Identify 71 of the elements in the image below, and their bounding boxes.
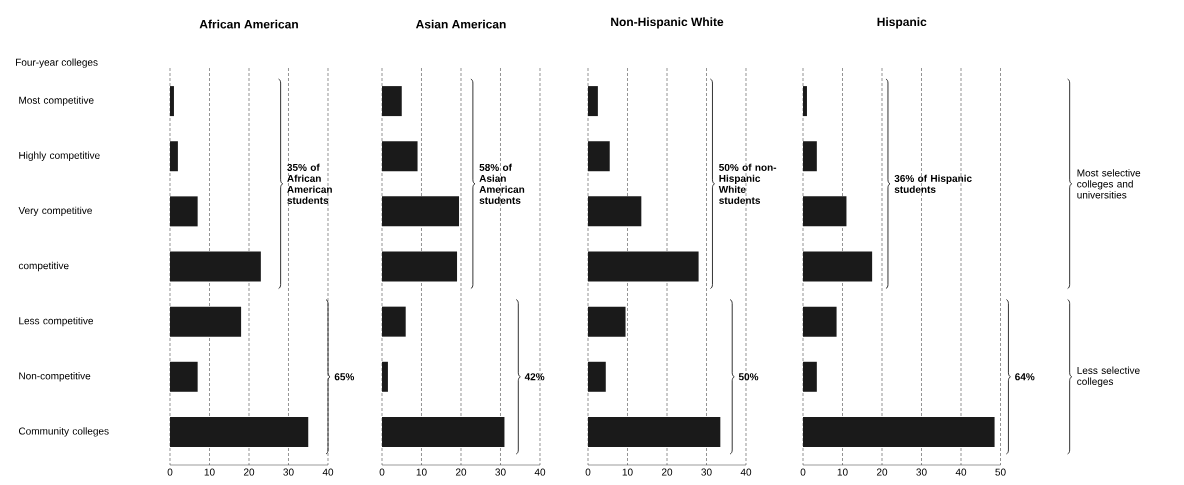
x-tick-label: 10 — [416, 468, 427, 476]
x-tick-label: 10 — [204, 468, 215, 476]
x-tick-label: 20 — [243, 468, 255, 476]
x-tick-label: 0 — [585, 468, 591, 476]
x-tick-label: 40 — [955, 468, 967, 476]
bar — [803, 251, 873, 282]
x-tick-label: 30 — [283, 468, 294, 476]
bar — [588, 86, 598, 117]
bar — [170, 141, 178, 172]
bar — [382, 141, 418, 172]
bar — [588, 196, 642, 227]
text: Most selective colleges and universities — [1077, 169, 1141, 199]
bar — [803, 361, 817, 392]
x-tick-label: 40 — [534, 468, 546, 476]
bar — [588, 141, 610, 172]
x-tick-label: 10 — [622, 468, 633, 476]
text: Less selective colleges — [1077, 366, 1140, 387]
bar — [588, 306, 626, 337]
bar — [170, 86, 174, 117]
annotation: 50% — [738, 373, 759, 381]
y-tick-label: competitive — [18, 261, 69, 272]
y-tick-label: Less competitive — [19, 316, 94, 327]
bar — [170, 251, 261, 282]
x-tick-label: 0 — [379, 468, 385, 476]
bar — [803, 306, 837, 337]
x-tick-label: 20 — [661, 468, 673, 476]
annotation: 58% of Asian American students — [479, 163, 525, 204]
text: 64% — [1015, 373, 1035, 381]
y-tick-label: Non-competitive — [19, 372, 91, 382]
x-tick-label: 40 — [322, 468, 334, 476]
bar — [803, 86, 807, 117]
y-tick-label: Highly competitive — [19, 151, 100, 161]
bar — [170, 416, 309, 447]
bar — [588, 416, 721, 447]
bar — [382, 86, 402, 117]
x-tick-label: 0 — [167, 468, 173, 476]
chart-title: African American — [199, 19, 298, 29]
x-tick-label: 30 — [495, 468, 506, 476]
bar — [382, 361, 388, 392]
bar — [588, 251, 699, 282]
bar — [588, 361, 606, 392]
x-tick-label: 30 — [701, 468, 712, 476]
bar — [170, 196, 198, 227]
bar — [382, 251, 458, 282]
x-tick-label: 20 — [455, 468, 467, 476]
text: Four-year colleges — [16, 58, 98, 68]
bar — [382, 196, 460, 227]
bar — [803, 141, 817, 172]
chart-title: Non-Hispanic White — [611, 17, 724, 29]
x-tick-label: 30 — [916, 468, 927, 476]
bar — [803, 196, 847, 227]
x-tick-label: 10 — [837, 468, 848, 476]
text: 65% — [334, 373, 355, 381]
x-tick-label: 40 — [740, 468, 752, 476]
x-tick-label: 20 — [876, 468, 888, 476]
chart-title: Asian American — [415, 19, 506, 29]
bar — [803, 416, 995, 447]
y-tick-label: Community colleges — [18, 427, 109, 437]
bar — [382, 416, 505, 447]
annotation: 50% of non-Hispanic White students — [718, 163, 777, 204]
annotation: 36% of Hispanic students — [894, 174, 972, 193]
annotation: 35% of African American students — [287, 163, 332, 204]
bar — [170, 361, 198, 392]
chart-title: Hispanic — [877, 17, 927, 29]
x-tick-label: 50 — [995, 468, 1006, 476]
annotation: 42% — [524, 373, 545, 381]
y-tick-label: Very competitive — [18, 206, 92, 217]
x-tick-label: 0 — [800, 468, 806, 476]
bar — [170, 306, 242, 337]
y-tick-label: Most competitive — [19, 96, 94, 106]
bar — [382, 306, 406, 337]
